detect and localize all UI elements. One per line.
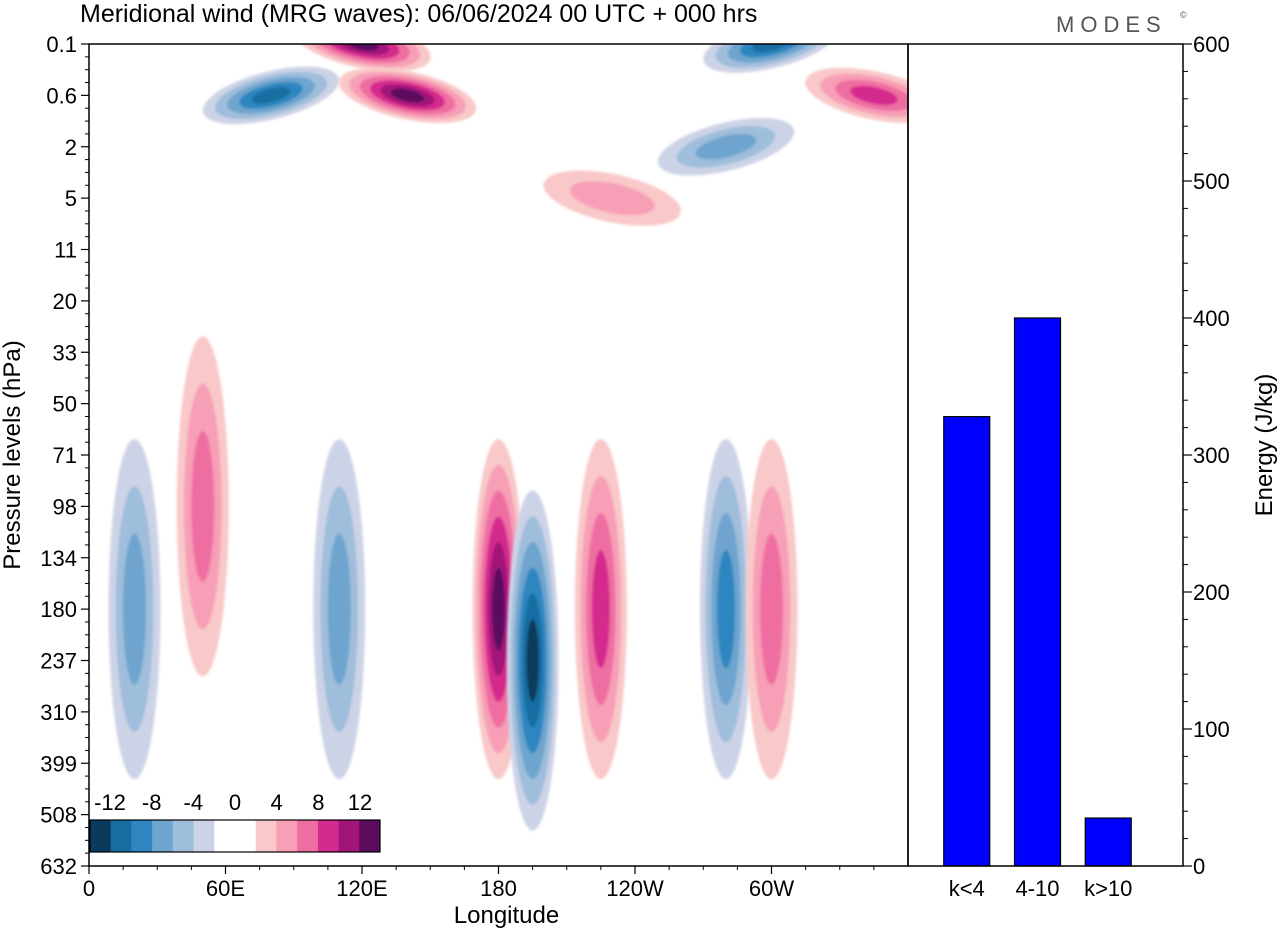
chart-title: Meridional wind (MRG waves): 06/06/2024 … xyxy=(80,0,757,28)
contour-level xyxy=(570,181,655,216)
y-tick-label: 5 xyxy=(65,186,77,211)
x-tick-label: 0 xyxy=(83,876,95,901)
y-tick-label: 98 xyxy=(53,494,77,519)
colorbar-swatch xyxy=(152,820,174,852)
energy-bar xyxy=(943,416,991,867)
right-axis-label: Energy (J/kg) xyxy=(1251,374,1278,517)
axes: 0.1 0.6 2 5 11 20 33 50 71 98 134 180 237 310 399 508 63… xyxy=(0,32,1278,929)
contour-level xyxy=(591,549,610,669)
contour-level xyxy=(390,88,425,103)
colorbar-swatch xyxy=(317,820,340,852)
y-tick-label: 50 xyxy=(53,392,77,417)
contour-level xyxy=(526,619,539,702)
colorbar-swatch xyxy=(172,820,195,852)
y-tick-label: 33 xyxy=(53,340,77,365)
y-tick-label: 11 xyxy=(54,238,77,263)
contour-level xyxy=(752,44,791,53)
colorbar-swatch xyxy=(255,820,277,852)
right-tick-label: 100 xyxy=(1193,717,1230,742)
y-tick-label: 508 xyxy=(40,803,77,828)
heatmap-contours xyxy=(108,44,908,831)
colorbar-swatch xyxy=(110,820,132,852)
y-tick-label: 180 xyxy=(40,597,77,622)
y-axis-label: Pressure levels (hPa) xyxy=(0,340,26,569)
bar-category-label: k>10 xyxy=(1084,876,1132,901)
colorbar-swatch xyxy=(214,820,236,852)
contour-level xyxy=(695,133,757,160)
energy-bar xyxy=(1084,817,1132,867)
contour-feature xyxy=(745,439,798,780)
y-tick-label: 0.6 xyxy=(46,83,77,108)
colorbar-label: -4 xyxy=(184,790,204,815)
x-tick-label: 180 xyxy=(480,876,517,901)
right-tick-label: 600 xyxy=(1193,32,1230,57)
x-tick-label: 60W xyxy=(749,876,794,901)
colorbar-swatch xyxy=(235,820,257,852)
colorbar-swatch xyxy=(297,820,319,852)
colorbar-swatch xyxy=(131,820,153,852)
contour-feature xyxy=(176,336,229,677)
colorbar-label: 4 xyxy=(271,790,283,815)
energy-bars xyxy=(943,317,1132,867)
colorbar-swatch xyxy=(90,820,112,852)
y-tick-label: 310 xyxy=(40,700,77,725)
x-axis-label: Longitude xyxy=(454,902,559,929)
contour-feature xyxy=(202,66,340,125)
y-tick-label: 0.1 xyxy=(46,32,77,57)
colorbar: -12 -8 -4 0 4 8 12 xyxy=(89,790,381,853)
contour-level xyxy=(759,533,784,685)
heatmap-panel xyxy=(88,43,909,867)
x-tick-label: 60E xyxy=(206,876,245,901)
right-tick-label: 200 xyxy=(1193,580,1230,605)
contour-level xyxy=(716,549,736,669)
contour-feature xyxy=(657,117,795,176)
contour-level xyxy=(122,533,147,685)
contour-feature xyxy=(108,439,161,780)
right-tick-label: 0 xyxy=(1193,854,1205,879)
contour-level xyxy=(345,44,379,51)
colorbar-swatch xyxy=(276,820,298,852)
colorbar-swatch xyxy=(193,820,215,852)
x-tick-label: 120W xyxy=(606,876,664,901)
energy-bar xyxy=(1013,317,1062,867)
y-tick-label: 2 xyxy=(65,135,77,160)
y-tick-label: 399 xyxy=(40,751,77,776)
contour-level xyxy=(327,533,351,685)
right-tick-label: 500 xyxy=(1193,169,1230,194)
contour-feature xyxy=(574,439,627,780)
brand-logo: MODES xyxy=(1056,12,1167,37)
contour-feature xyxy=(506,490,559,831)
colorbar-label: 8 xyxy=(312,790,324,815)
contour-feature xyxy=(805,67,908,123)
contour-level xyxy=(849,85,898,105)
right-tick-label: 300 xyxy=(1193,443,1230,468)
bar-category-label: 4-10 xyxy=(1015,876,1059,901)
contour-level xyxy=(191,430,215,582)
colorbar-swatch xyxy=(359,820,381,852)
y-tick-label: 20 xyxy=(53,289,77,314)
bar-panel xyxy=(907,43,1184,867)
brand-mark: © xyxy=(1180,10,1187,20)
contour-feature xyxy=(313,439,366,780)
y-tick-label: 632 xyxy=(40,854,77,879)
colorbar-label: 12 xyxy=(348,790,372,815)
contour-level xyxy=(492,567,505,651)
right-tick-label: 400 xyxy=(1193,306,1230,331)
bar-category-label: k<4 xyxy=(949,876,985,901)
y-tick-label: 134 xyxy=(40,546,77,571)
x-tick-label: 120E xyxy=(336,876,387,901)
y-tick-label: 237 xyxy=(40,649,77,674)
contour-level xyxy=(251,87,291,104)
colorbar-frame xyxy=(89,819,381,853)
colorbar-label: 0 xyxy=(229,790,241,815)
colorbar-label: -8 xyxy=(142,790,162,815)
contour-feature xyxy=(338,67,477,123)
contour-feature xyxy=(700,439,752,780)
colorbar-swatch xyxy=(338,820,360,852)
contour-feature xyxy=(543,170,681,226)
y-tick-label: 71 xyxy=(53,443,77,468)
colorbar-label: -12 xyxy=(94,790,126,815)
